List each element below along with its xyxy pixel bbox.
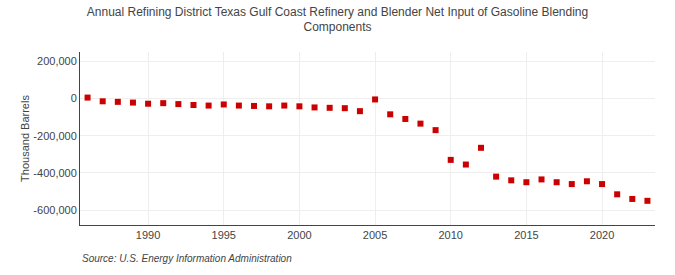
svg-text:-600,000: -600,000	[33, 204, 76, 216]
svg-text:-200,000: -200,000	[33, 130, 76, 142]
svg-text:2020: 2020	[590, 229, 614, 241]
svg-text:0: 0	[71, 92, 77, 104]
svg-text:2015: 2015	[514, 229, 538, 241]
svg-text:Thousand Barrels: Thousand Barrels	[19, 95, 31, 182]
svg-text:2000: 2000	[287, 229, 311, 241]
svg-text:1990: 1990	[136, 229, 160, 241]
svg-text:2010: 2010	[438, 229, 462, 241]
svg-text:1995: 1995	[212, 229, 236, 241]
svg-text:2005: 2005	[363, 229, 387, 241]
svg-text:200,000: 200,000	[37, 55, 77, 67]
svg-text:Source: U.S. Energy Informatio: Source: U.S. Energy Information Administ…	[82, 253, 292, 264]
svg-text:-400,000: -400,000	[33, 167, 76, 179]
svg-text:Annual Refining District Texas: Annual Refining District Texas Gulf Coas…	[87, 5, 588, 35]
